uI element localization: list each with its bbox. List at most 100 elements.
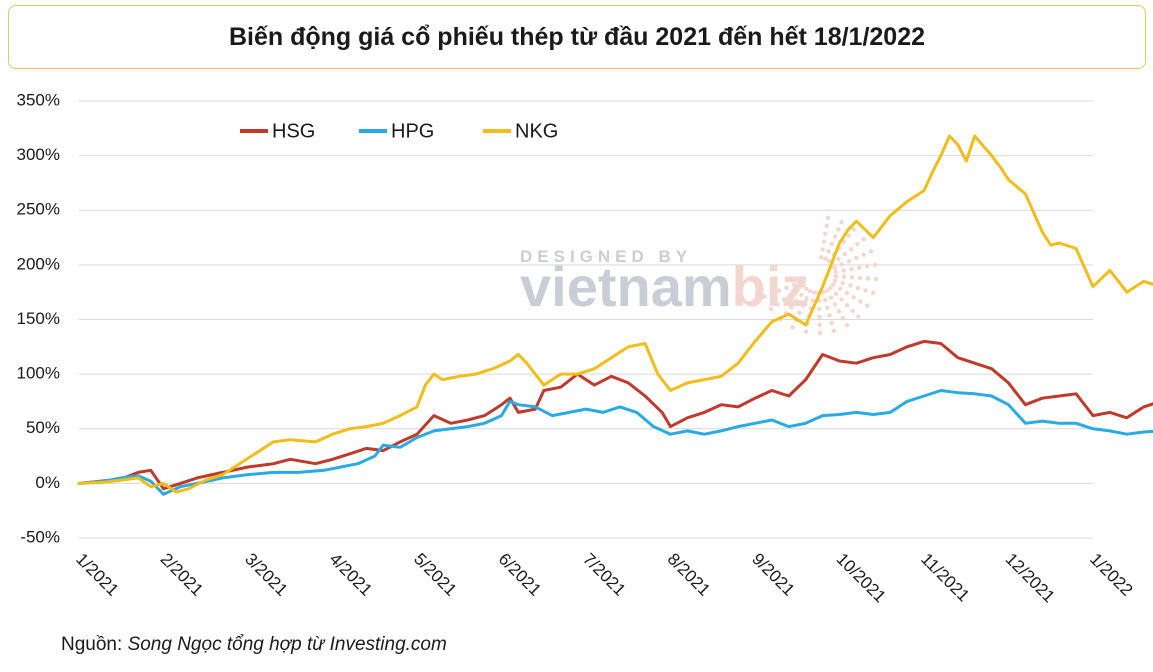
watermark-dot — [848, 283, 853, 288]
watermark-dot — [832, 302, 838, 307]
y-tick-label: 200% — [17, 254, 60, 273]
watermark-dot — [873, 276, 879, 282]
watermark-dot — [841, 239, 847, 245]
watermark-dot — [839, 262, 844, 267]
watermark-dot — [800, 303, 806, 308]
grid — [79, 100, 1093, 539]
watermark-line2: vietnambiz — [520, 255, 809, 318]
watermark-dot — [832, 278, 838, 283]
series-line-hsg — [77, 339, 1153, 491]
watermark-dot — [799, 292, 804, 298]
x-tick-label: 9/2021 — [748, 549, 798, 599]
source-prefix: Nguồn: — [61, 634, 123, 655]
watermark-dot — [851, 295, 856, 300]
y-tick-label: 350% — [17, 90, 60, 109]
legend-label-hpg: HPG — [391, 120, 434, 142]
watermark-dot — [825, 215, 831, 221]
watermark-dot — [797, 310, 802, 315]
source-body: Song Ngọc tổng hợp từ Investing.com — [127, 634, 447, 655]
watermark-dot — [799, 279, 804, 284]
watermark-dot — [804, 286, 809, 291]
watermark-dot — [784, 285, 789, 290]
watermark-dot — [801, 283, 806, 288]
legend-label-hsg: HSG — [272, 120, 315, 142]
watermark-dot — [807, 288, 813, 294]
watermark-dot — [791, 282, 797, 287]
watermark-dot — [790, 324, 795, 330]
watermark-dot — [839, 219, 844, 225]
watermark-dot — [861, 252, 866, 257]
x-tick-label: 2/2021 — [157, 549, 207, 599]
watermark-dot — [762, 294, 767, 299]
watermark-dot — [861, 237, 866, 242]
watermark-dot — [804, 296, 809, 301]
watermark-dot — [868, 249, 874, 254]
watermark-dot — [844, 323, 850, 328]
chart-title-box: Biến động giá cổ phiếu thép từ đầu 2021 … — [8, 5, 1146, 69]
x-axis-ticks: 1/2021 2/2021 3/2021 4/2021 5/2021 6/2021 7/20… — [72, 549, 1136, 606]
watermark-dot — [844, 303, 850, 308]
watermark-dot — [836, 256, 841, 262]
watermark-dot — [823, 231, 828, 236]
watermark-dot — [870, 290, 876, 296]
y-tick-label: 300% — [17, 145, 60, 164]
watermark: DESIGNED BY vietnambiz — [520, 215, 879, 336]
watermark-dot — [822, 297, 828, 303]
watermark-dot — [836, 227, 841, 232]
watermark-dot — [826, 258, 832, 264]
watermark-dot — [831, 328, 837, 333]
watermark-dot — [872, 262, 878, 268]
watermark-dot — [849, 266, 854, 272]
watermark-dot — [829, 241, 835, 247]
watermark-dot — [844, 290, 850, 296]
y-tick-label: -50% — [20, 527, 60, 546]
watermark-dot — [793, 298, 799, 304]
watermark-dot — [857, 275, 863, 281]
y-tick-label: 0% — [35, 473, 60, 492]
watermark-dot — [849, 275, 855, 280]
x-tick-label: 1/2022 — [1086, 549, 1136, 599]
source-note: Nguồn: Song Ngọc tổng hợp từ Investing.c… — [61, 634, 447, 656]
watermark-dot — [803, 329, 809, 334]
watermark-dot — [841, 274, 847, 280]
watermark-dot — [831, 282, 836, 287]
watermark-dot — [854, 255, 859, 261]
watermark-dot — [851, 227, 856, 232]
watermark-dot — [768, 306, 774, 312]
series-line-hpg — [77, 389, 1153, 496]
watermark-dot — [818, 255, 824, 260]
y-tick-label: 150% — [17, 309, 60, 328]
watermark-dot — [824, 223, 829, 228]
watermark-dot — [769, 291, 774, 296]
watermark-dot — [828, 295, 834, 300]
x-tick-label: 6/2021 — [495, 549, 545, 599]
watermark-dot — [855, 285, 861, 291]
x-tick-label: 8/2021 — [664, 549, 714, 599]
x-tick-label: 3/2021 — [241, 549, 291, 599]
watermark-dot — [832, 265, 837, 270]
watermark-dot — [839, 297, 844, 302]
x-tick-label: 10/2021 — [833, 549, 890, 606]
watermark-dot — [855, 242, 860, 247]
watermark-dot — [817, 322, 822, 328]
watermark-dot — [826, 249, 831, 254]
watermark-dot — [775, 302, 780, 307]
y-tick-label: 250% — [17, 200, 60, 219]
chart-title: Biến động giá cổ phiếu thép từ đầu 2021 … — [228, 22, 926, 51]
watermark-dot — [825, 305, 830, 310]
watermark-dot — [788, 292, 793, 298]
watermark-vietnam: vietnam — [520, 255, 732, 318]
watermark-dot — [833, 269, 838, 275]
x-tick-label: 1/2021 — [72, 549, 122, 599]
watermark-dot — [858, 299, 863, 304]
watermark-dot — [857, 265, 862, 270]
watermark-dot — [824, 288, 830, 293]
watermark-dot — [823, 256, 828, 261]
watermark-dot — [865, 264, 870, 269]
series-line-nkg — [77, 134, 1153, 494]
watermark-dot — [848, 246, 854, 252]
watermark-dot — [864, 303, 870, 308]
y-tick-label: 100% — [17, 364, 60, 383]
watermark-dot — [840, 280, 845, 286]
